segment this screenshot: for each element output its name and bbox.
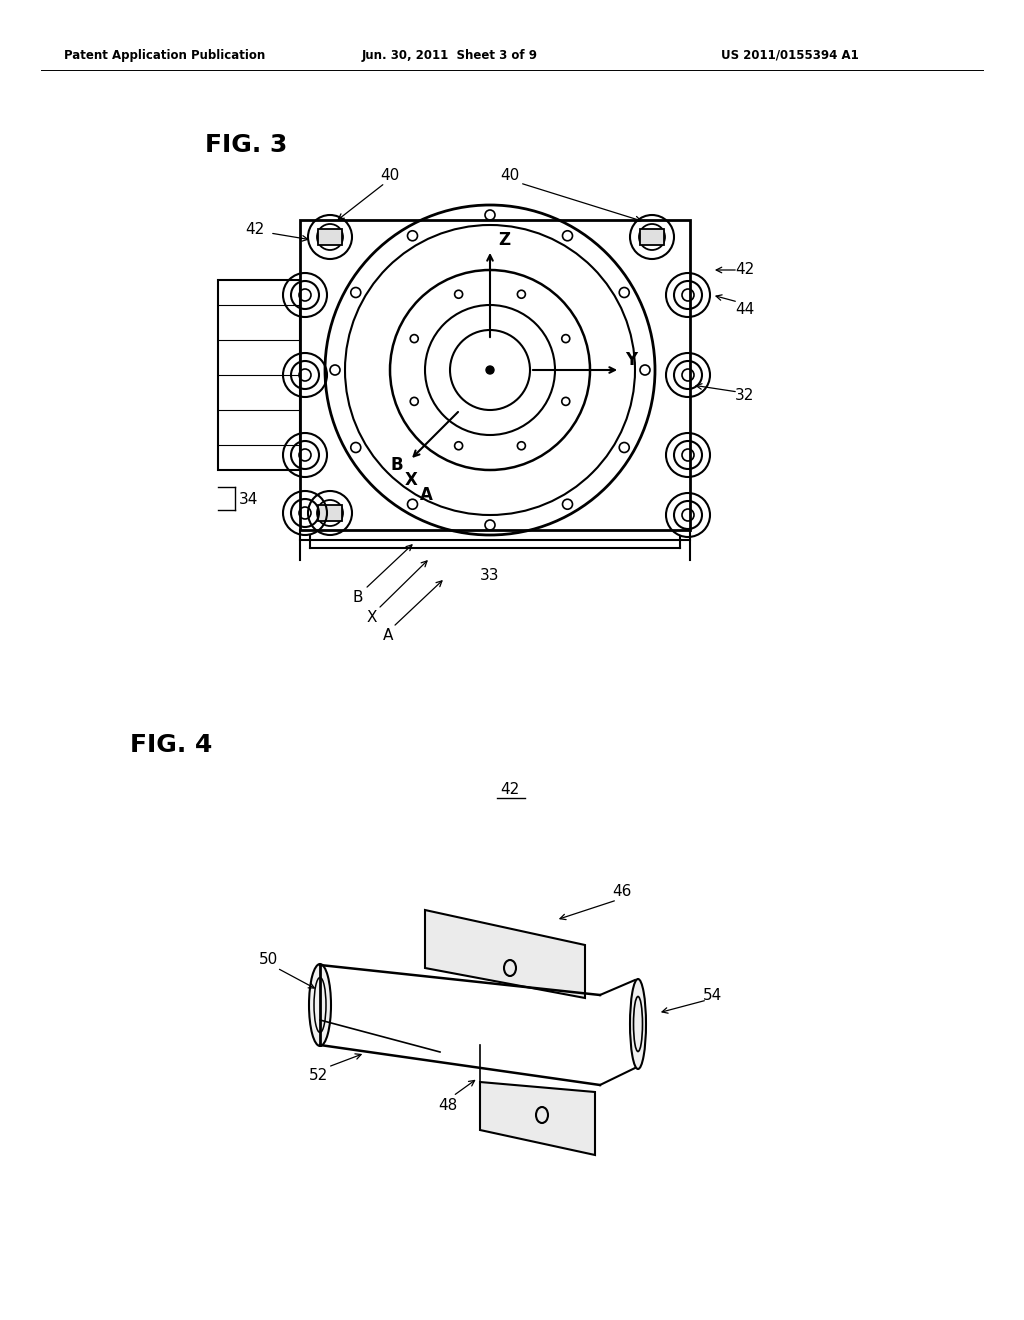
Text: B: B xyxy=(390,455,402,474)
Ellipse shape xyxy=(630,979,646,1069)
Text: 48: 48 xyxy=(438,1097,458,1113)
Polygon shape xyxy=(425,909,585,998)
Text: FIG. 3: FIG. 3 xyxy=(205,133,288,157)
Text: X: X xyxy=(367,610,377,624)
Text: 42: 42 xyxy=(246,223,264,238)
Text: 40: 40 xyxy=(380,168,399,182)
Ellipse shape xyxy=(309,964,331,1045)
Text: X: X xyxy=(406,471,418,488)
Text: 32: 32 xyxy=(735,388,755,403)
Text: A: A xyxy=(420,486,433,504)
Text: 34: 34 xyxy=(239,492,258,507)
Text: 46: 46 xyxy=(612,884,632,899)
Text: 44: 44 xyxy=(735,302,755,318)
Polygon shape xyxy=(318,506,342,521)
Text: FIG. 4: FIG. 4 xyxy=(130,733,212,756)
Polygon shape xyxy=(640,228,664,246)
Text: 54: 54 xyxy=(703,987,723,1002)
Text: 42: 42 xyxy=(501,783,519,797)
Text: 50: 50 xyxy=(258,953,278,968)
Text: 42: 42 xyxy=(735,263,755,277)
Text: 40: 40 xyxy=(501,168,519,182)
Circle shape xyxy=(486,366,494,374)
Polygon shape xyxy=(480,1082,595,1155)
Text: US 2011/0155394 A1: US 2011/0155394 A1 xyxy=(721,49,859,62)
Text: A: A xyxy=(383,627,393,643)
Text: Y: Y xyxy=(625,351,637,370)
Text: 52: 52 xyxy=(308,1068,328,1082)
Text: Jun. 30, 2011  Sheet 3 of 9: Jun. 30, 2011 Sheet 3 of 9 xyxy=(362,49,538,62)
Text: Z: Z xyxy=(498,231,510,249)
Polygon shape xyxy=(318,228,342,246)
Text: B: B xyxy=(352,590,364,605)
Text: Patent Application Publication: Patent Application Publication xyxy=(65,49,265,62)
Text: 33: 33 xyxy=(480,568,500,582)
